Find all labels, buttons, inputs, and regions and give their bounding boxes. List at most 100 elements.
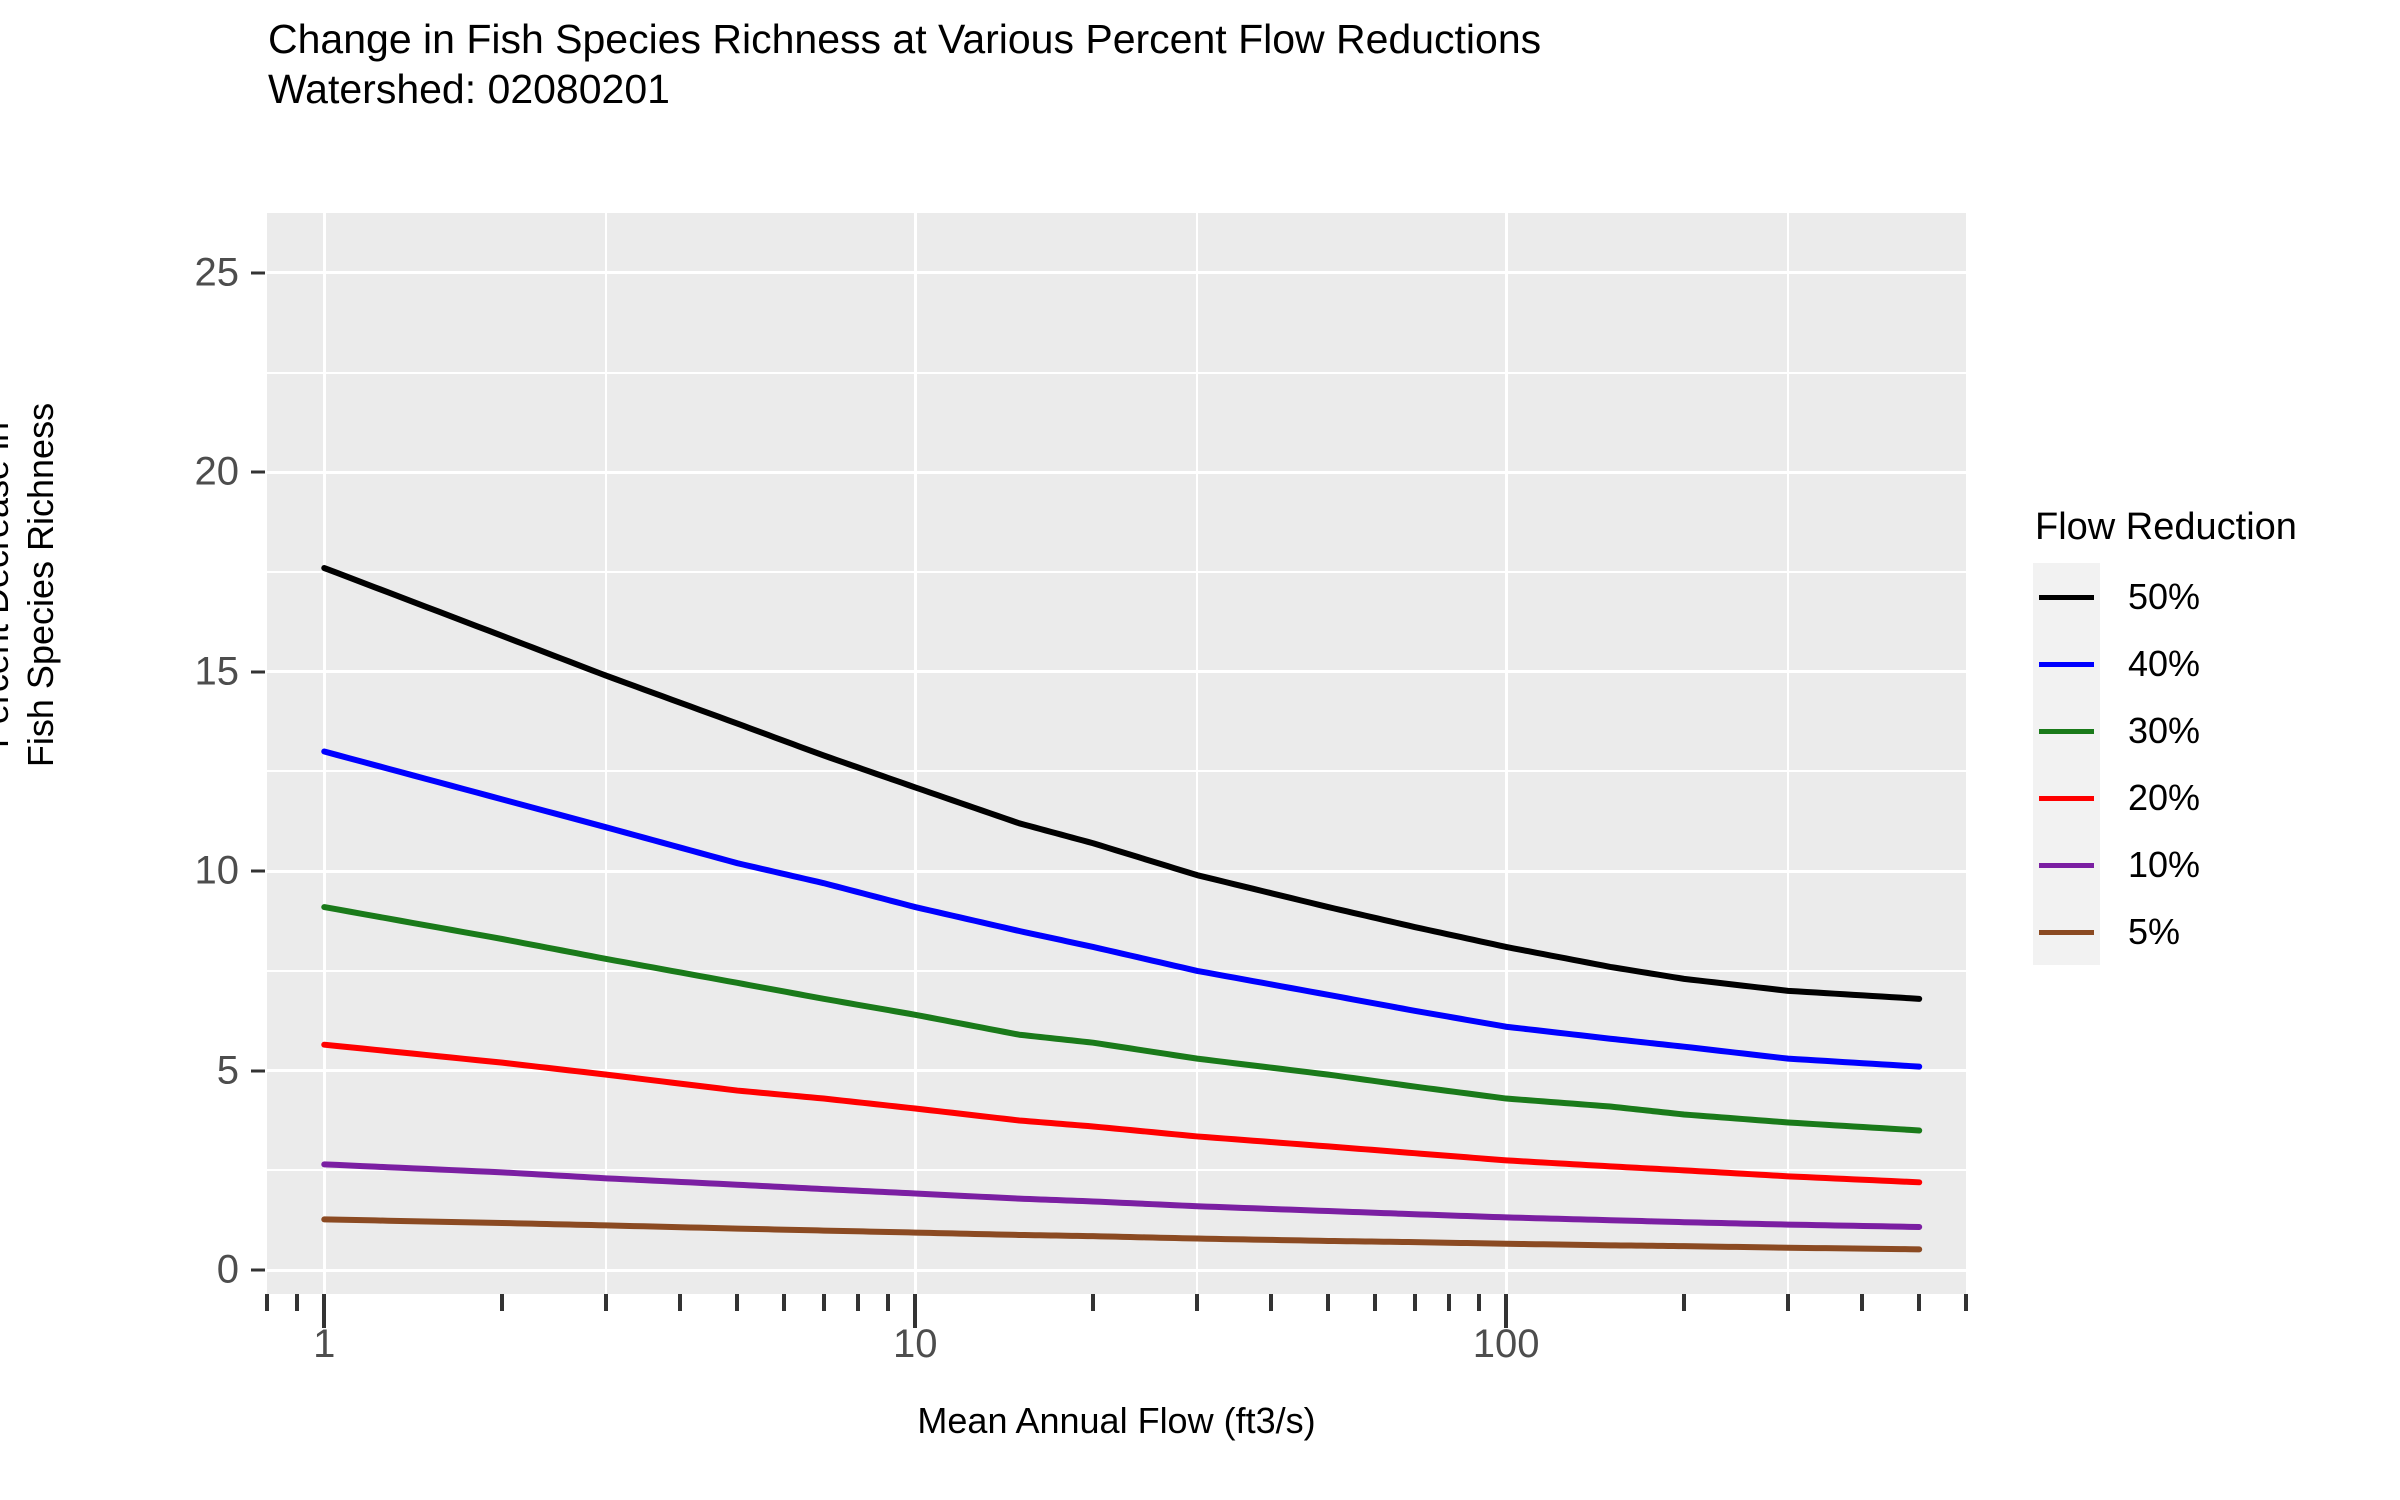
- legend-item-50[interactable]: 50%: [2033, 563, 2297, 630]
- x-tick-mark-minor: [735, 1294, 740, 1311]
- y-tick-mark: [251, 1069, 265, 1073]
- series-line-50: [321, 565, 1923, 1002]
- x-tick-mark-minor: [1682, 1294, 1687, 1311]
- y-tick-label: 5: [216, 1048, 239, 1093]
- legend-line-icon: [2039, 929, 2094, 935]
- y-tick-label: 15: [194, 649, 240, 694]
- series-line-30: [321, 904, 1923, 1134]
- legend: Flow Reduction 50% 40% 30% 20% 10% 5%: [2033, 506, 2297, 965]
- y-tick-label: 0: [216, 1247, 239, 1292]
- x-tick-mark-minor: [1917, 1294, 1922, 1311]
- legend-swatch: [2033, 764, 2100, 831]
- series-layer: [321, 565, 1923, 1253]
- x-tick-mark-major: [322, 1294, 327, 1328]
- x-tick-mark-minor: [1326, 1294, 1331, 1311]
- legend-label: 30%: [2128, 709, 2201, 751]
- x-tick-mark-minor: [1477, 1294, 1482, 1311]
- title-line-2: Watershed: 02080201: [268, 66, 670, 113]
- y-tick-mark: [251, 271, 265, 275]
- gridline-x-minor: [1196, 213, 1199, 1294]
- x-tick-mark-minor: [855, 1294, 860, 1311]
- x-tick-mark-minor: [1964, 1294, 1968, 1311]
- title-line-1: Change in Fish Species Richness at Vario…: [268, 16, 1542, 62]
- plot-panel: [267, 213, 1966, 1294]
- y-tick-mark: [251, 869, 265, 873]
- x-tick-mark-minor: [500, 1294, 505, 1311]
- legend-item-20[interactable]: 20%: [2033, 764, 2297, 831]
- legend-swatch: [2033, 898, 2100, 965]
- series-line-10: [321, 1161, 1923, 1230]
- gridline-y-major: [267, 1268, 1966, 1272]
- gridline-y-major: [267, 470, 1966, 474]
- y-axis-title-line-2: Fish Species Richness: [20, 402, 61, 768]
- x-tick-mark-minor: [1091, 1294, 1096, 1311]
- x-tick-mark-minor: [886, 1294, 891, 1311]
- legend-label: 50%: [2128, 575, 2201, 617]
- legend-label: 5%: [2128, 910, 2181, 952]
- y-tick-label: 10: [194, 848, 240, 893]
- gridline-y-minor: [267, 371, 1966, 374]
- series-line-5: [321, 1216, 1923, 1253]
- x-tick-mark-minor: [1446, 1294, 1451, 1311]
- x-tick-label: 1: [313, 1322, 336, 1366]
- x-tick-mark-minor: [821, 1294, 826, 1311]
- gridline-x-minor: [605, 213, 608, 1294]
- gridline-y-major: [267, 271, 1966, 275]
- y-axis-title-line-1: Percent Decrease in: [0, 421, 16, 749]
- x-axis-title: Mean Annual Flow (ft3/s): [917, 1400, 1316, 1441]
- x-tick-mark-major: [913, 1294, 918, 1328]
- gridline-y-minor: [267, 571, 1966, 573]
- y-tick-label: 20: [194, 449, 240, 494]
- gridline-y-major: [267, 670, 1966, 674]
- x-tick-mark-major: [1504, 1294, 1509, 1328]
- legend-item-40[interactable]: 40%: [2033, 630, 2297, 697]
- x-tick-label: 10: [892, 1322, 938, 1366]
- x-tick-mark-minor: [1786, 1294, 1791, 1311]
- gridline-x-major: [1504, 213, 1508, 1294]
- y-tick-mark: [251, 470, 265, 474]
- x-tick-mark-minor: [782, 1294, 787, 1311]
- y-tick-mark: [251, 1268, 265, 1272]
- legend-swatch: [2033, 697, 2100, 764]
- legend-line-icon: [2039, 594, 2094, 600]
- legend-label: 40%: [2128, 642, 2201, 684]
- y-axis-title: Percent Decrease in Fish Species Richnes…: [0, 235, 63, 935]
- gridline-y-major: [267, 1069, 1966, 1073]
- legend-swatch: [2033, 831, 2100, 898]
- series-line-20: [321, 1041, 1923, 1186]
- legend-line-icon: [2039, 728, 2094, 734]
- legend-line-icon: [2039, 862, 2094, 868]
- legend-item-5[interactable]: 5%: [2033, 898, 2297, 965]
- legend-line-icon: [2039, 661, 2094, 667]
- legend-swatch: [2033, 630, 2100, 697]
- legend-line-icon: [2039, 795, 2094, 801]
- x-tick-mark-minor: [678, 1294, 683, 1311]
- x-tick-mark-minor: [295, 1294, 300, 1311]
- chart-title: Change in Fish Species Richness at Vario…: [268, 14, 1541, 114]
- x-tick-mark-minor: [604, 1294, 609, 1311]
- x-tick-label: 100: [1472, 1322, 1540, 1366]
- x-tick-mark-minor: [1195, 1294, 1200, 1311]
- gridline-y-minor: [267, 1169, 1966, 1172]
- gridline-x-minor: [1787, 213, 1790, 1294]
- x-tick-mark-minor: [265, 1294, 269, 1311]
- gridline-y-major: [267, 869, 1966, 873]
- gridline-y-minor: [267, 770, 1966, 773]
- y-tick-mark: [251, 670, 265, 674]
- x-tick-mark-minor: [1373, 1294, 1378, 1311]
- series-line-40: [321, 748, 1923, 1070]
- legend-item-10[interactable]: 10%: [2033, 831, 2297, 898]
- legend-items: 50% 40% 30% 20% 10% 5%: [2033, 563, 2297, 965]
- legend-label: 10%: [2128, 843, 2201, 885]
- legend-item-30[interactable]: 30%: [2033, 697, 2297, 764]
- x-tick-mark-minor: [1859, 1294, 1864, 1311]
- x-tick-mark-minor: [1268, 1294, 1273, 1311]
- legend-title: Flow Reduction: [2035, 506, 2297, 548]
- legend-label: 20%: [2128, 776, 2201, 818]
- gridline-x-major: [913, 213, 917, 1294]
- y-tick-label: 25: [194, 250, 240, 295]
- gridline-y-minor: [267, 969, 1966, 972]
- x-tick-mark-minor: [1412, 1294, 1417, 1311]
- legend-swatch: [2033, 563, 2100, 630]
